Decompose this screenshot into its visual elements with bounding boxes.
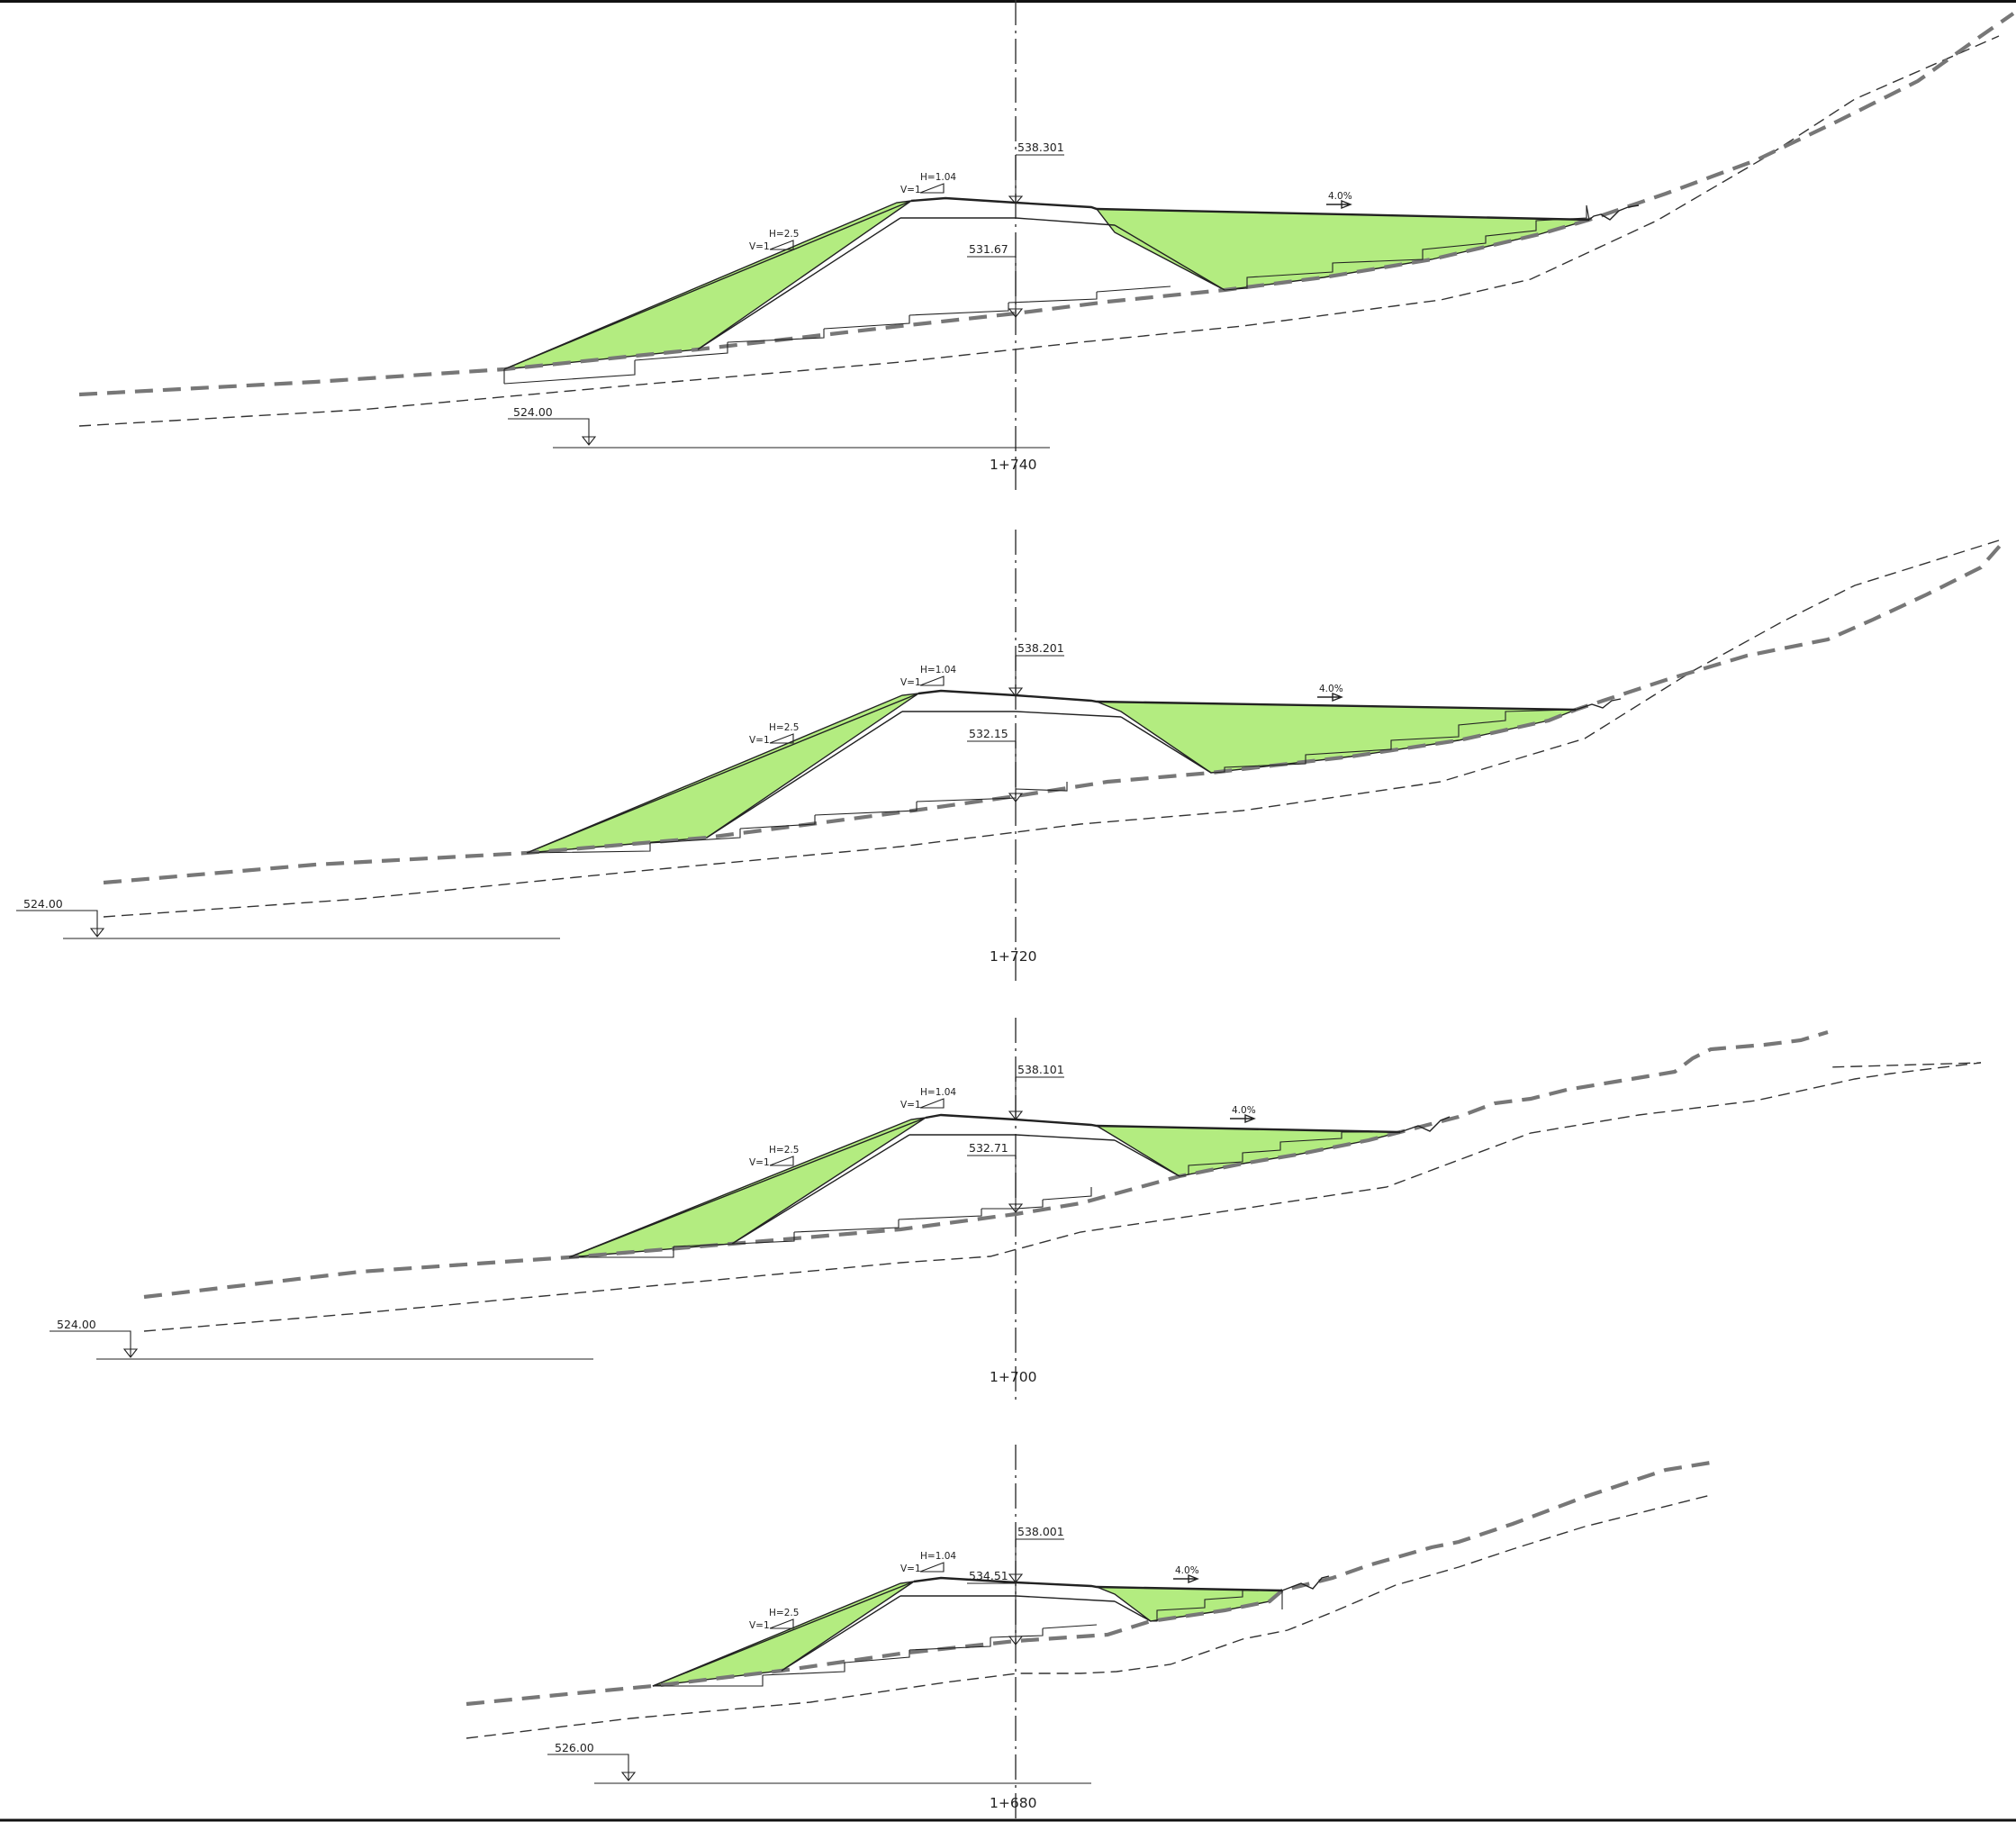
fill-slope-symbol: [769, 240, 794, 250]
subgrade-line: [103, 539, 2000, 918]
fill-slope-h: H=2.5: [769, 229, 799, 240]
bottom-elevation-label: 534.51: [969, 1569, 1008, 1582]
existing-ground-line: [466, 1460, 1712, 1707]
datum-label: 524.00: [23, 897, 63, 911]
subgrade-line: [78, 35, 2000, 427]
top-elevation-label: 538.201: [1017, 641, 1064, 655]
fill-area-right: [1096, 701, 1577, 774]
embankment-slopes: [526, 693, 1212, 854]
ditch: [1575, 698, 1622, 711]
pavement-base: [900, 217, 1116, 226]
bottom-elevation-marker: [967, 1155, 1024, 1213]
section-1720: 538.201 532.15 524.00 1+720 H=1.04 V=1 H…: [16, 530, 2002, 982]
crest-slope-h: H=1.04: [920, 172, 956, 183]
top-elevation-marker: [1008, 1076, 1064, 1120]
embankment-slopes: [503, 200, 1225, 370]
bottom-elevation-label: 531.67: [969, 242, 1008, 256]
fill-area-right: [1095, 208, 1590, 291]
pavement-surface: [913, 1576, 1283, 1592]
top-elevation-label: 538.001: [1017, 1525, 1064, 1538]
crossfall-label: 4.0%: [1328, 191, 1352, 202]
section-1680: 538.001 534.51 526.00 1+680 H=1.04 V=1 H…: [466, 1445, 1712, 1819]
crossfall-arrow: [1173, 1573, 1199, 1584]
subgrade-line: [466, 1494, 1712, 1739]
crossfall-arrow: [1326, 199, 1352, 210]
station-label: 1+700: [990, 1369, 1036, 1385]
existing-ground-line: [78, 12, 2015, 397]
crossfall-arrow: [1230, 1113, 1256, 1124]
bottom-elevation-label: 532.71: [969, 1141, 1008, 1155]
bottom-elevation-marker: [967, 1582, 1024, 1645]
fill-slope-symbol: [769, 733, 794, 744]
crest-slope-symbol: [919, 1562, 945, 1573]
subgrade-line: [143, 1062, 1982, 1332]
fill-slope-h: H=2.5: [769, 722, 799, 733]
fill-slope-v: V=1: [749, 1157, 770, 1168]
crest-slope-v: V=1: [900, 185, 921, 195]
top-elevation-label: 538.301: [1017, 141, 1064, 154]
top-elevation-marker: [1008, 655, 1064, 697]
benching-steps: [653, 1590, 1283, 1687]
fill-slope-symbol: [769, 1618, 794, 1629]
fill-slope-v: V=1: [749, 735, 770, 746]
fill-area-right: [1094, 1125, 1401, 1177]
crossfall-label: 4.0%: [1232, 1105, 1256, 1116]
top-elevation-marker: [1008, 154, 1064, 204]
pavement-base: [902, 711, 1122, 718]
crest-slope-symbol: [919, 183, 945, 194]
crossfall-arrow: [1317, 692, 1343, 703]
crest-slope-v: V=1: [900, 677, 921, 688]
embankment-slopes: [568, 1117, 1180, 1258]
bottom-elevation-marker: [967, 256, 1024, 318]
crest-slope-symbol: [919, 1098, 945, 1109]
ditch: [1588, 204, 1640, 221]
crossfall-label: 4.0%: [1175, 1565, 1199, 1576]
datum-marker: [50, 1330, 593, 1360]
section-1700: 538.101 532.71 524.00 1+700 H=1.04 V=1 H…: [50, 1018, 1982, 1401]
datum-marker: [508, 418, 1050, 449]
existing-ground-line: [143, 1029, 1829, 1300]
crest-slope-v: V=1: [900, 1564, 921, 1574]
fill-slope-h: H=2.5: [769, 1608, 799, 1618]
pavement-base: [909, 1134, 1116, 1141]
datum-label: 524.00: [57, 1318, 96, 1331]
station-label: 1+680: [990, 1795, 1036, 1811]
fill-slope-v: V=1: [749, 1620, 770, 1631]
fill-slope-v: V=1: [749, 241, 770, 252]
bottom-elevation-label: 532.15: [969, 727, 1008, 740]
pavement-surface: [918, 689, 1577, 712]
crest-slope-symbol: [919, 675, 945, 686]
station-label: 1+740: [990, 457, 1036, 473]
top-elevation-label: 538.101: [1017, 1063, 1064, 1076]
benching-steps: [569, 1131, 1400, 1258]
datum-label: 526.00: [555, 1741, 594, 1754]
fill-slope-h: H=2.5: [769, 1145, 799, 1156]
benching-steps: [503, 204, 1590, 385]
pavement-surface: [925, 1113, 1401, 1134]
datum-marker: [547, 1754, 1091, 1784]
crossfall-label: 4.0%: [1319, 684, 1343, 694]
crest-slope-h: H=1.04: [920, 1087, 956, 1098]
top-elevation-marker: [1008, 1538, 1064, 1583]
ditch: [1399, 1116, 1451, 1133]
embankment-slopes: [652, 1581, 1152, 1687]
bottom-elevation-marker: [967, 740, 1024, 802]
pavement-surface: [910, 196, 1590, 222]
station-label: 1+720: [990, 948, 1036, 965]
ditch: [1281, 1575, 1330, 1591]
existing-ground-line: [103, 543, 2002, 885]
crest-slope-v: V=1: [900, 1100, 921, 1110]
section-1740: 538.301 531.67 524.00 1+740 H=1.04 V=1 H…: [78, 0, 2015, 491]
datum-marker: [16, 910, 560, 939]
fill-slope-symbol: [769, 1156, 794, 1166]
pavement-base: [900, 1595, 1116, 1602]
datum-label: 524.00: [513, 405, 553, 419]
crest-slope-h: H=1.04: [920, 665, 956, 675]
crest-slope-h: H=1.04: [920, 1551, 956, 1562]
